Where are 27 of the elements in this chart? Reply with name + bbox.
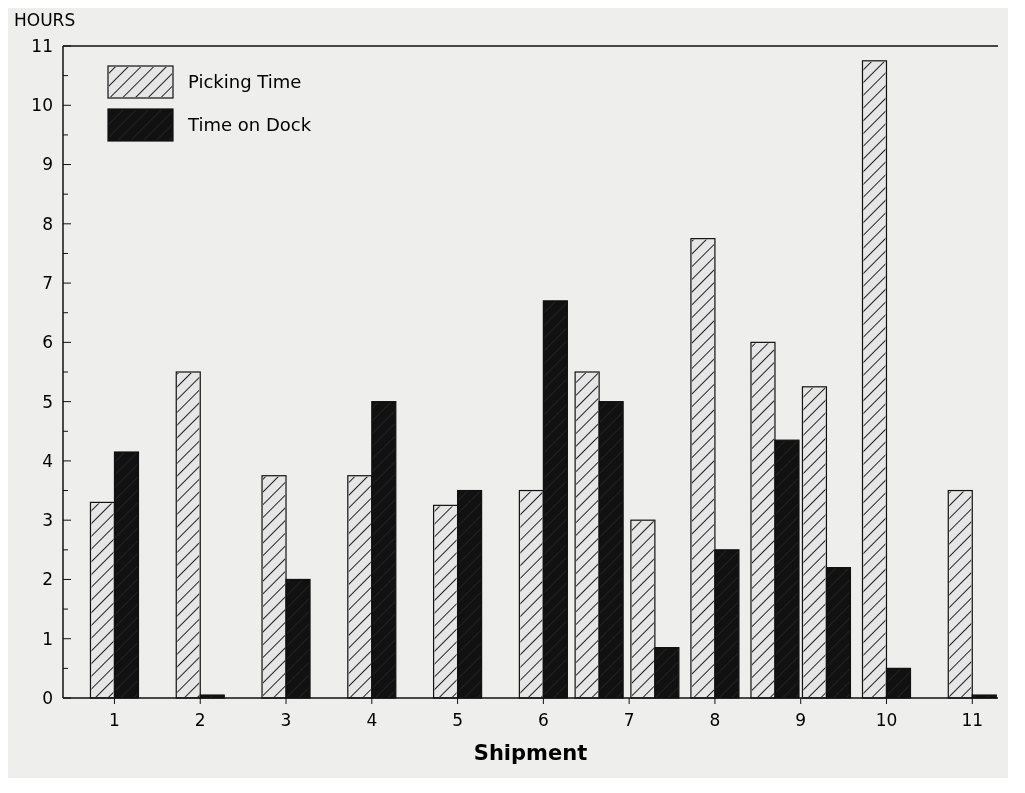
x-tick-label: 11: [961, 710, 984, 730]
x-tick-label: 5: [452, 710, 463, 730]
x-tick-label: 9: [795, 710, 807, 730]
y-tick-label: 3: [42, 510, 53, 531]
x-tick-label: 3: [280, 710, 292, 730]
x-tick-label: 6: [537, 710, 549, 730]
legend-label: Time on Dock: [187, 114, 312, 136]
x-tick-label: 4: [366, 710, 378, 730]
y-tick-label: 10: [31, 95, 53, 116]
y-tick-label: 1: [42, 628, 53, 649]
y-tick-label: 9: [42, 154, 53, 175]
y-tick-label: 6: [42, 332, 53, 353]
x-tick-label: 10: [875, 710, 898, 730]
y-tick-label: 5: [42, 391, 53, 412]
y-tick-label: 11: [31, 35, 53, 56]
legend-label: Picking Time: [188, 71, 302, 93]
x-tick-label: 7: [623, 710, 635, 730]
y-tick-label: 7: [42, 273, 53, 294]
y-tick-label: 4: [42, 450, 53, 471]
y-tick-label: 0: [42, 687, 53, 708]
y-axis-title: HOURS: [14, 10, 76, 30]
y-tick-label: 2: [42, 569, 53, 590]
x-tick-label: 8: [709, 710, 721, 730]
y-tick-label: 8: [42, 213, 53, 234]
x-axis-title: Shipment: [473, 741, 588, 765]
x-tick-label: 2: [194, 710, 206, 730]
x-tick-label: 1: [109, 710, 120, 730]
